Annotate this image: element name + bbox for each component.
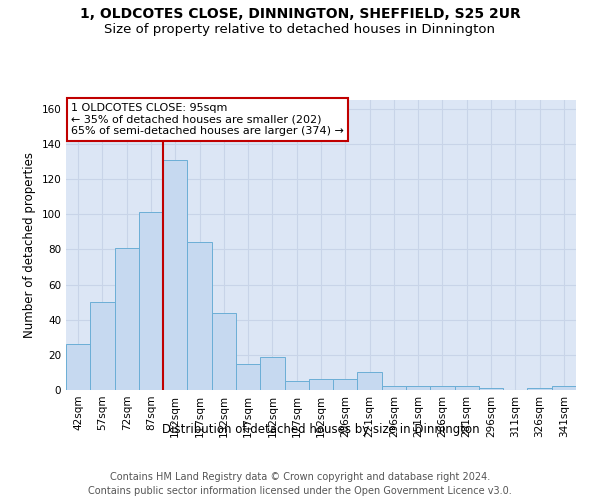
- Bar: [163, 160, 187, 390]
- Bar: [90, 302, 115, 390]
- Bar: [309, 380, 333, 390]
- Bar: [187, 242, 212, 390]
- Text: 1 OLDCOTES CLOSE: 95sqm
← 35% of detached houses are smaller (202)
65% of semi-d: 1 OLDCOTES CLOSE: 95sqm ← 35% of detache…: [71, 103, 344, 136]
- Bar: [552, 386, 576, 390]
- Text: Distribution of detached houses by size in Dinnington: Distribution of detached houses by size …: [162, 422, 480, 436]
- Bar: [430, 386, 455, 390]
- Bar: [66, 344, 90, 390]
- Bar: [455, 386, 479, 390]
- Text: Contains HM Land Registry data © Crown copyright and database right 2024.: Contains HM Land Registry data © Crown c…: [110, 472, 490, 482]
- Bar: [527, 388, 552, 390]
- Bar: [358, 372, 382, 390]
- Bar: [284, 381, 309, 390]
- Y-axis label: Number of detached properties: Number of detached properties: [23, 152, 36, 338]
- Bar: [479, 388, 503, 390]
- Text: Size of property relative to detached houses in Dinnington: Size of property relative to detached ho…: [104, 22, 496, 36]
- Text: 1, OLDCOTES CLOSE, DINNINGTON, SHEFFIELD, S25 2UR: 1, OLDCOTES CLOSE, DINNINGTON, SHEFFIELD…: [80, 8, 520, 22]
- Text: Contains public sector information licensed under the Open Government Licence v3: Contains public sector information licen…: [88, 486, 512, 496]
- Bar: [333, 380, 358, 390]
- Bar: [382, 386, 406, 390]
- Bar: [236, 364, 260, 390]
- Bar: [260, 356, 284, 390]
- Bar: [406, 386, 430, 390]
- Bar: [212, 312, 236, 390]
- Bar: [139, 212, 163, 390]
- Bar: [115, 248, 139, 390]
